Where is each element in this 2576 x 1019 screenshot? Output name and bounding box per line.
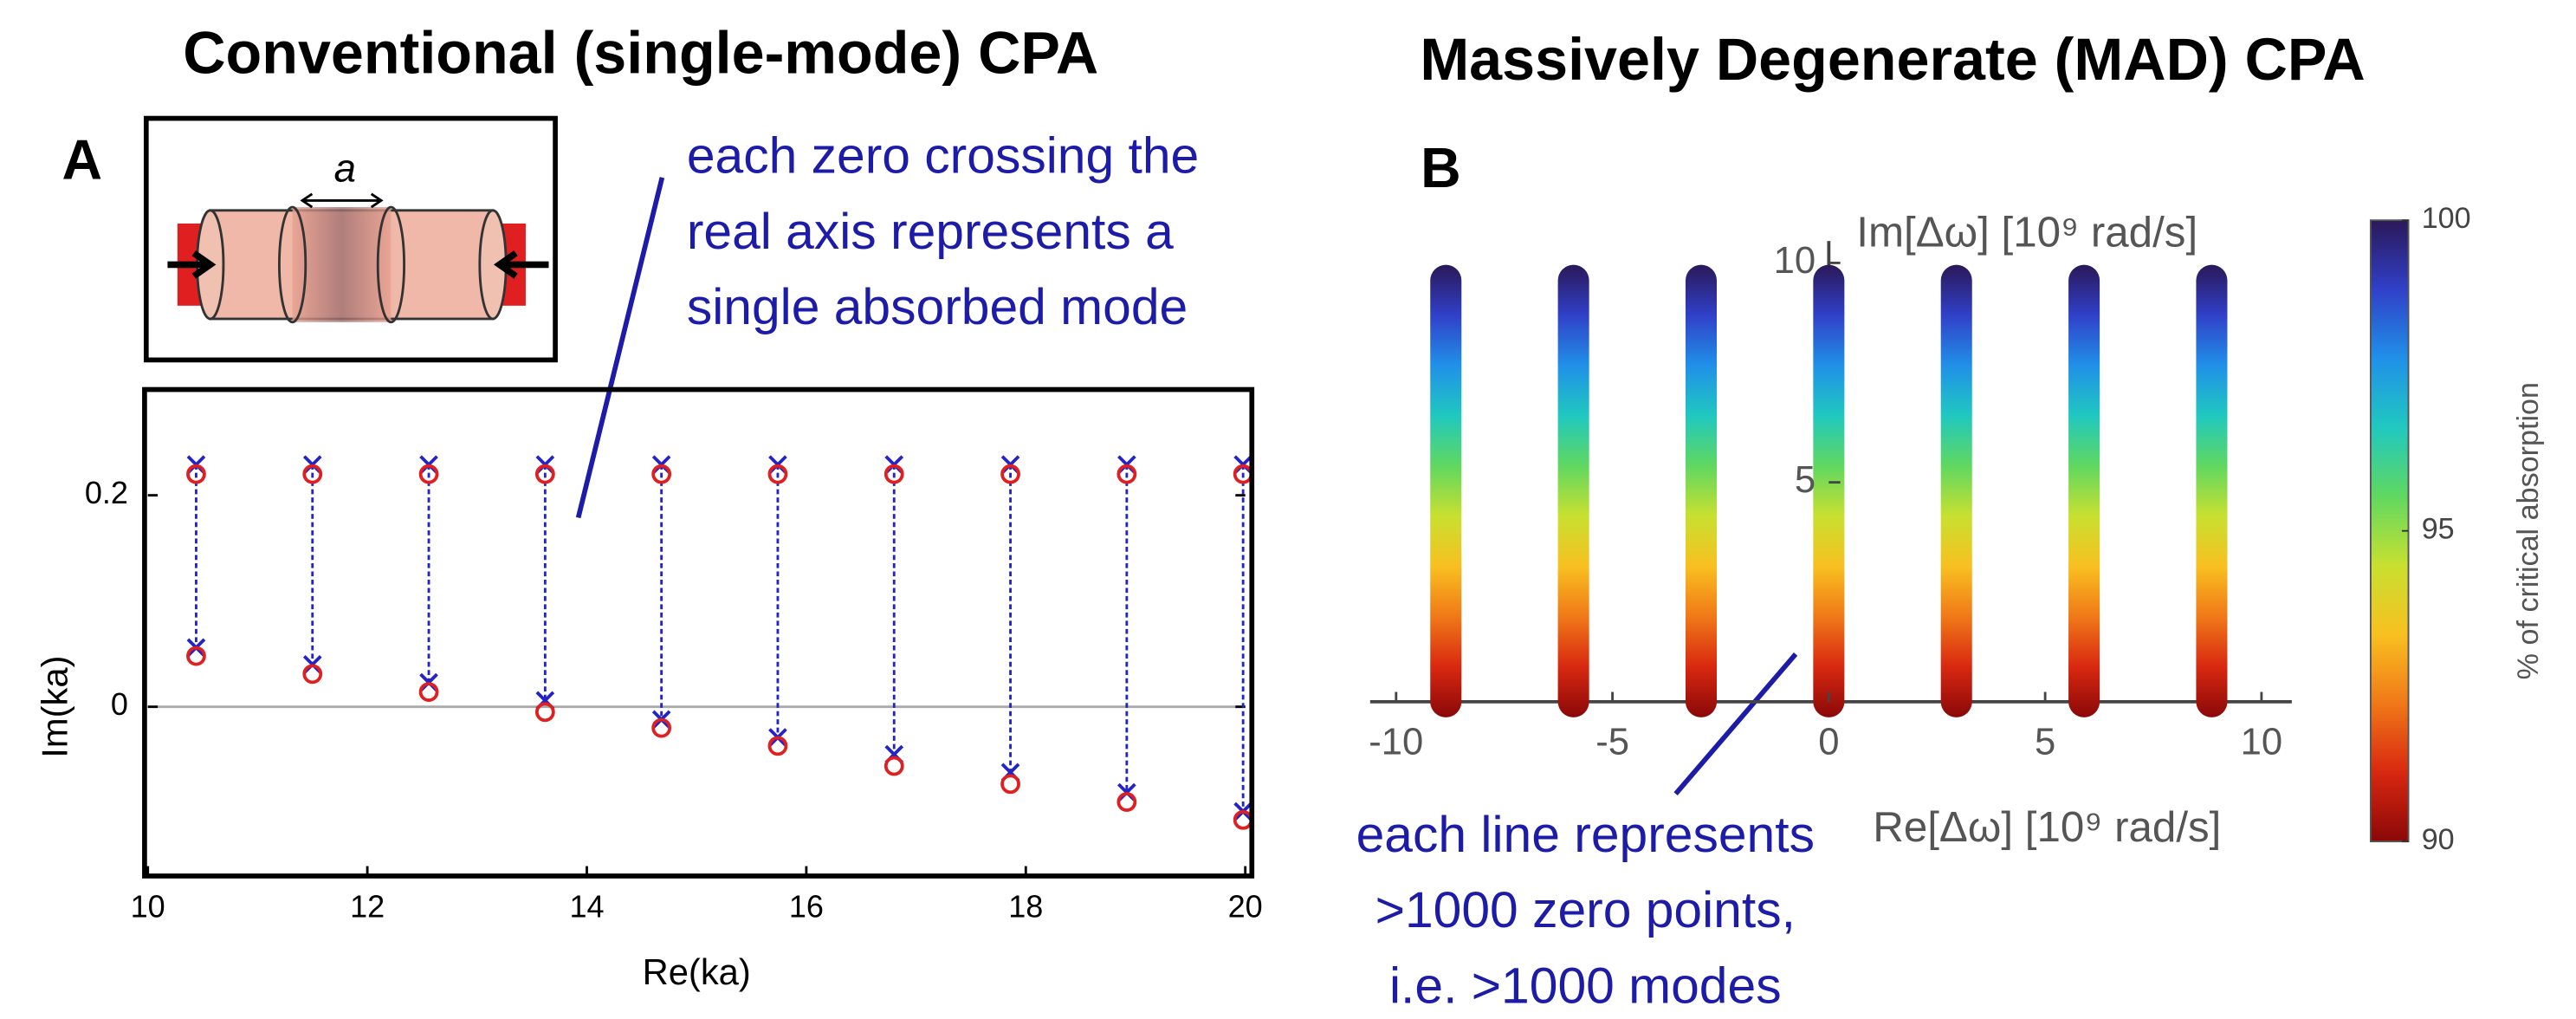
x-tick-label: 0 bbox=[1818, 722, 1839, 763]
plot-frame bbox=[142, 386, 1255, 879]
x-axis-label: Re(ka) bbox=[643, 951, 751, 992]
annotation: >1000 zero points, bbox=[1375, 882, 1796, 938]
circle-marker bbox=[883, 756, 904, 776]
circle-marker bbox=[1116, 792, 1137, 812]
circle-marker bbox=[1000, 774, 1020, 795]
y-tick-label: 0 bbox=[111, 686, 128, 722]
circle-marker bbox=[651, 717, 672, 738]
circle-marker bbox=[767, 736, 788, 756]
circle-marker bbox=[534, 464, 555, 484]
mode-line bbox=[1430, 264, 1462, 717]
annotation: single absorbed mode bbox=[687, 279, 1188, 335]
circle-marker bbox=[1116, 464, 1137, 484]
x-tick-label: 12 bbox=[350, 888, 385, 924]
mode-line bbox=[1557, 264, 1589, 717]
x-tick-label: 18 bbox=[1008, 888, 1043, 924]
circle-marker bbox=[1000, 464, 1020, 484]
colorbar-tick-label: 100 bbox=[2422, 202, 2471, 235]
colorbar-tick-label: 90 bbox=[2422, 823, 2455, 856]
x-tick-label: 10 bbox=[2241, 722, 2283, 763]
annotation: each zero crossing the bbox=[687, 128, 1199, 185]
y-tick-label: 5 bbox=[1795, 459, 1815, 501]
circle-marker bbox=[302, 664, 323, 685]
x-tick-label: -5 bbox=[1595, 722, 1629, 763]
panel-label: B bbox=[1421, 137, 1461, 199]
circle-marker bbox=[651, 464, 672, 484]
pointer bbox=[575, 177, 665, 519]
chart-title: Conventional (single-mode) CPA bbox=[183, 20, 1098, 86]
x-axis-label: Re[Δω] [10⁹ rad/s] bbox=[1873, 803, 2221, 851]
mode-line bbox=[1813, 264, 1845, 717]
inset-diagram: a bbox=[143, 115, 558, 363]
annotation: i.e. >1000 modes bbox=[1389, 957, 1782, 1014]
chart-title: Massively Degenerate (MAD) CPA bbox=[1420, 27, 2365, 93]
y-axis-label: Im[Δω] [10⁹ rad/s] bbox=[1856, 208, 2197, 256]
circle-marker bbox=[418, 682, 439, 702]
x-tick-label: -10 bbox=[1369, 722, 1423, 763]
circle-marker bbox=[767, 464, 788, 484]
inset-label: a bbox=[334, 146, 356, 190]
circle-marker bbox=[186, 464, 206, 484]
x-tick-label: 10 bbox=[131, 888, 165, 924]
y-tick-label: 0.2 bbox=[85, 475, 128, 510]
x-tick-label: 14 bbox=[569, 888, 604, 924]
circle-marker bbox=[534, 702, 555, 723]
x-tick-label: 20 bbox=[1228, 888, 1263, 924]
mode-line bbox=[2196, 264, 2228, 717]
x-tick-label: 16 bbox=[789, 888, 824, 924]
colorbar-label: % of critical absorption bbox=[2512, 382, 2545, 679]
x-tick-label: 5 bbox=[2035, 722, 2055, 763]
annotation: real axis represents a bbox=[687, 204, 1174, 260]
circle-marker bbox=[302, 464, 323, 484]
annotation: each line represents bbox=[1356, 807, 1815, 863]
pointer bbox=[1673, 652, 1798, 795]
y-axis-label: Im(ka) bbox=[34, 656, 74, 758]
circle-marker bbox=[883, 464, 904, 484]
colorbar-tick-label: 95 bbox=[2422, 513, 2455, 546]
mode-line bbox=[2068, 264, 2100, 717]
panel-label: A bbox=[62, 129, 103, 191]
mode-line bbox=[1940, 264, 1972, 717]
circle-marker bbox=[186, 646, 206, 666]
y-tick-label: 10 bbox=[1774, 240, 1816, 282]
circle-marker bbox=[418, 464, 439, 484]
mode-line bbox=[1685, 264, 1718, 717]
